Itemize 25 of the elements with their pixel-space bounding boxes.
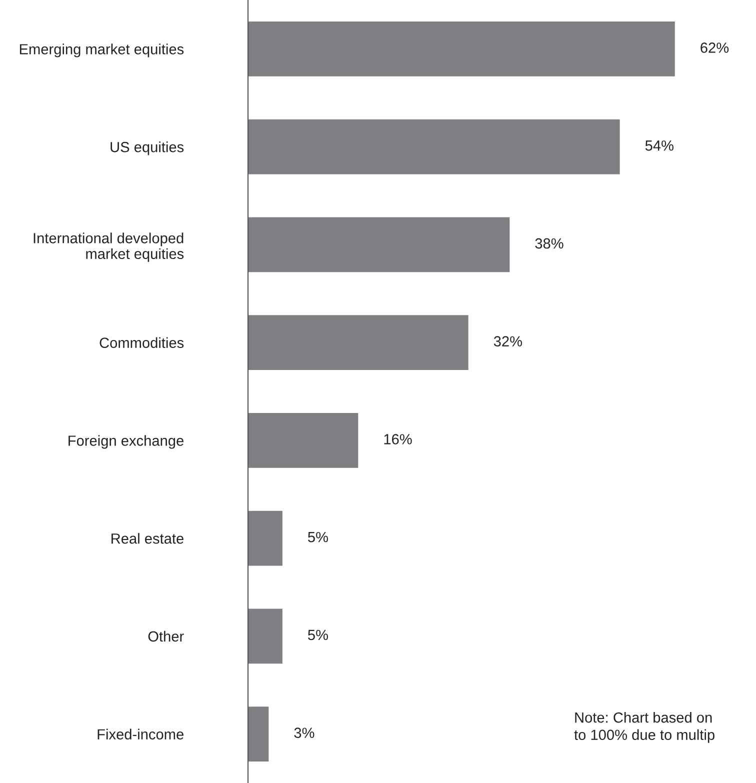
data-label: 3%: [294, 728, 314, 738]
bar: [248, 413, 358, 468]
bar: [248, 217, 510, 272]
y-tick-label: Other: [148, 630, 184, 642]
y-tick-label: Real estate: [112, 533, 184, 544]
data-label: 16%: [384, 434, 412, 444]
data-label: 32%: [494, 336, 522, 346]
data-label: 62%: [700, 42, 729, 53]
y-tick-label: International developed market equities: [34, 232, 184, 262]
data-label: 54%: [645, 140, 674, 151]
y-tick-label: Emerging market equities: [20, 44, 184, 58]
bar: [248, 315, 468, 370]
y-tick-label: Foreign exchange: [68, 435, 184, 449]
data-label: 38%: [535, 238, 564, 249]
bar: [248, 119, 620, 174]
y-tick-label: US equities: [110, 142, 184, 156]
bar: [248, 706, 269, 762]
y-tick-label: Fixed-income: [98, 728, 184, 740]
bar: [248, 22, 675, 76]
bar: [248, 510, 282, 566]
data-label: 5%: [308, 630, 328, 640]
annotation: Note: Chart based on to 100% due to multip: [574, 712, 714, 743]
y-tick-label: Commodities: [100, 337, 184, 348]
data-label: 5%: [308, 532, 328, 542]
bar: [248, 608, 282, 664]
